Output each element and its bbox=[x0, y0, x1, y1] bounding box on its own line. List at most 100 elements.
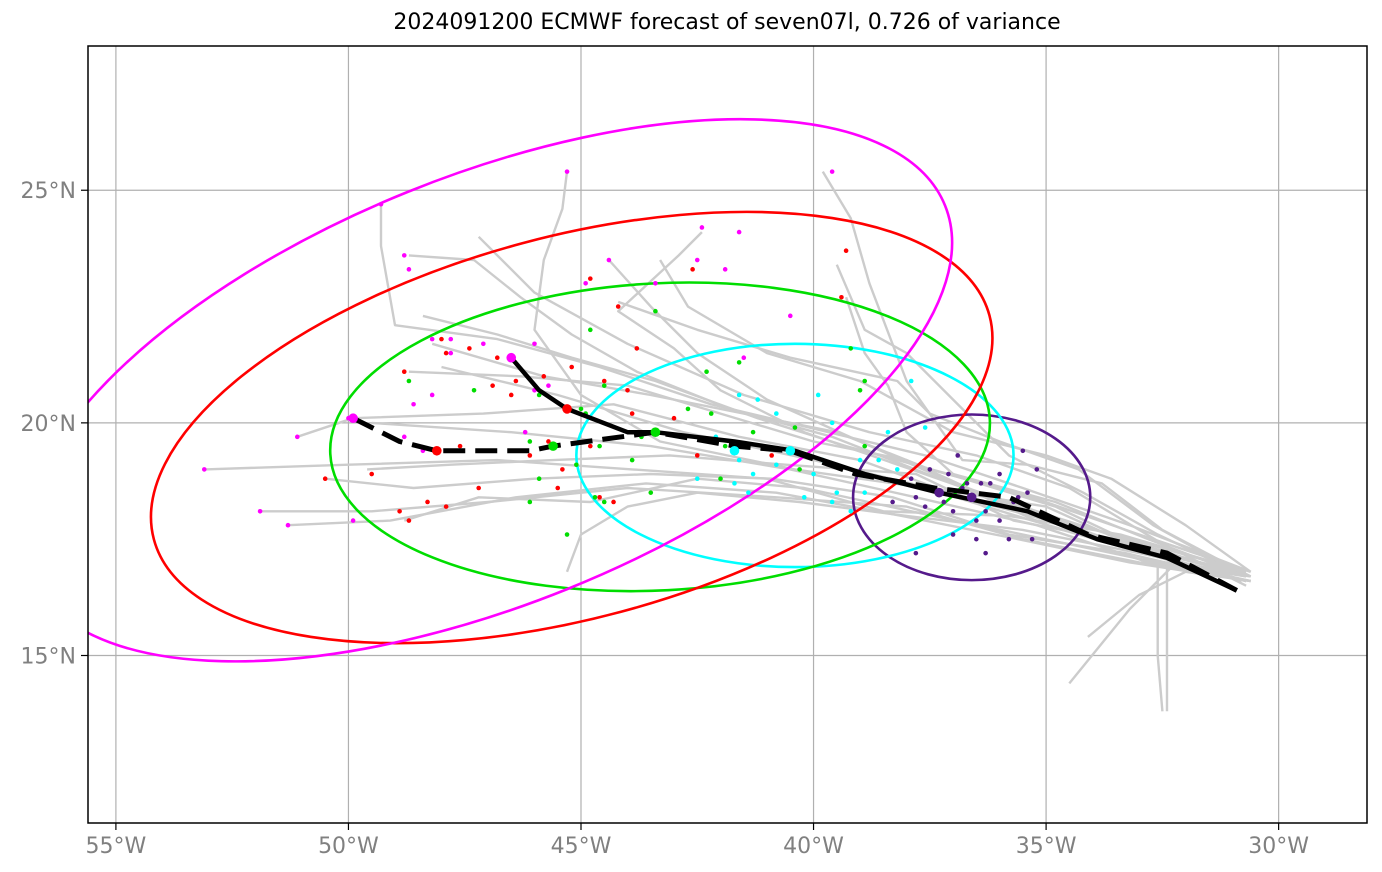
point-hour-120 bbox=[787, 313, 793, 319]
point-hour-72 bbox=[685, 406, 691, 412]
ensemble-track bbox=[403, 477, 1251, 583]
point-hour-24 bbox=[1006, 536, 1012, 542]
point-hour-96 bbox=[587, 443, 593, 449]
plot-title: 2024091200 ECMWF forecast of seven07l, 0… bbox=[393, 10, 1061, 35]
point-hour-48 bbox=[774, 462, 779, 468]
point-hour-120 bbox=[350, 518, 356, 523]
ensemble-position-points bbox=[201, 169, 1040, 556]
point-hour-120 bbox=[285, 522, 291, 528]
point-hour-96 bbox=[439, 336, 444, 342]
point-hour-72 bbox=[750, 429, 756, 435]
point-hour-120 bbox=[448, 336, 454, 342]
point-hour-48 bbox=[732, 481, 737, 486]
point-hour-72 bbox=[578, 406, 584, 412]
point-hour-72 bbox=[653, 308, 658, 314]
point-hour-96 bbox=[467, 346, 472, 351]
point-hour-96 bbox=[843, 248, 849, 254]
ensemble-track bbox=[821, 170, 1252, 578]
point-hour-24 bbox=[997, 471, 1002, 477]
point-hour-24 bbox=[983, 550, 988, 556]
point-hour-96 bbox=[401, 369, 407, 374]
point-hour-96 bbox=[690, 267, 695, 272]
dashed-track-marker bbox=[432, 445, 442, 456]
point-hour-96 bbox=[527, 453, 533, 458]
x-tick-label: 30°W bbox=[1248, 834, 1309, 859]
point-hour-24 bbox=[1020, 448, 1026, 454]
point-hour-96 bbox=[406, 518, 412, 523]
point-hour-96 bbox=[560, 467, 565, 472]
point-hour-96 bbox=[671, 415, 677, 421]
point-hour-48 bbox=[922, 425, 928, 430]
point-hour-24 bbox=[908, 476, 914, 482]
point-hour-120 bbox=[448, 350, 454, 356]
point-hour-96 bbox=[490, 383, 495, 388]
point-hour-72 bbox=[527, 439, 533, 444]
ensemble-track bbox=[659, 259, 1252, 573]
point-hour-120 bbox=[532, 341, 537, 347]
point-hour-96 bbox=[322, 476, 328, 482]
point-hour-96 bbox=[546, 439, 551, 444]
point-hour-24 bbox=[974, 518, 979, 523]
point-hour-72 bbox=[601, 383, 607, 388]
point-hour-96 bbox=[443, 504, 449, 509]
ellipse-48h bbox=[575, 342, 1015, 569]
point-hour-96 bbox=[625, 387, 630, 393]
point-hour-48 bbox=[829, 420, 835, 426]
point-hour-48 bbox=[857, 457, 863, 463]
point-hour-96 bbox=[694, 453, 700, 458]
point-hour-96 bbox=[587, 276, 593, 281]
point-hour-120 bbox=[257, 508, 263, 514]
point-hour-120 bbox=[481, 341, 486, 347]
point-hour-24 bbox=[927, 467, 933, 472]
point-hour-72 bbox=[536, 476, 542, 482]
point-hour-96 bbox=[569, 364, 574, 370]
ellipse-96h bbox=[149, 210, 994, 645]
ellipse-120h bbox=[88, 117, 954, 663]
point-hour-96 bbox=[769, 453, 774, 458]
point-hour-72 bbox=[592, 495, 598, 500]
point-hour-96 bbox=[597, 495, 602, 500]
point-hour-72 bbox=[564, 532, 570, 537]
point-hour-120 bbox=[546, 383, 551, 388]
point-hour-120 bbox=[564, 169, 570, 174]
point-hour-96 bbox=[397, 508, 402, 514]
point-hour-24 bbox=[997, 518, 1002, 523]
point-hour-72 bbox=[574, 462, 579, 468]
point-hour-120 bbox=[201, 467, 207, 472]
point-hour-72 bbox=[597, 443, 602, 449]
point-hour-48 bbox=[894, 467, 900, 472]
axes-frame bbox=[87, 45, 1368, 824]
point-hour-120 bbox=[736, 229, 742, 235]
point-hour-120 bbox=[429, 336, 435, 342]
point-hour-96 bbox=[611, 499, 616, 505]
point-hour-72 bbox=[862, 378, 868, 384]
point-hour-72 bbox=[862, 443, 868, 449]
point-hour-96 bbox=[425, 499, 430, 505]
point-hour-24 bbox=[913, 550, 919, 556]
ensemble-track bbox=[287, 482, 1251, 583]
point-hour-96 bbox=[443, 350, 449, 356]
point-hour-24 bbox=[941, 499, 947, 505]
point-hour-72 bbox=[406, 378, 412, 384]
ensemble-track bbox=[533, 171, 1247, 583]
point-hour-24 bbox=[978, 481, 984, 486]
ensemble-track bbox=[835, 264, 1247, 578]
point-hour-120 bbox=[429, 392, 435, 398]
point-hour-48 bbox=[755, 397, 761, 402]
ensemble-track bbox=[565, 491, 1247, 578]
point-hour-120 bbox=[606, 257, 612, 263]
point-hour-120 bbox=[583, 280, 588, 286]
point-hour-48 bbox=[862, 490, 868, 495]
point-hour-72 bbox=[527, 499, 533, 505]
point-hour-48 bbox=[848, 508, 854, 514]
ensemble-track bbox=[379, 204, 1252, 573]
point-hour-72 bbox=[722, 443, 728, 449]
point-hour-72 bbox=[848, 346, 854, 351]
point-hour-96 bbox=[634, 346, 640, 351]
point-hour-96 bbox=[601, 378, 607, 384]
point-hour-96 bbox=[629, 411, 635, 416]
axis-ticks: 55°W 50°W 45°W 40°W 35°W 30°W 25°N 20°N 15°N bbox=[21, 179, 1310, 859]
point-hour-24 bbox=[964, 481, 970, 486]
point-hour-48 bbox=[829, 499, 835, 505]
point-hour-72 bbox=[587, 327, 593, 333]
